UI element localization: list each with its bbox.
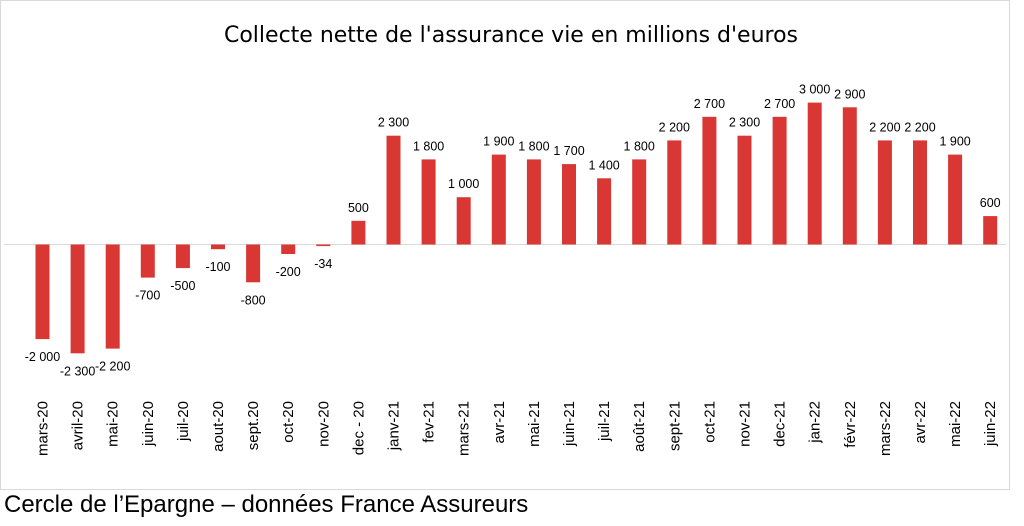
- x-tick-label-6: sept.20: [245, 401, 262, 450]
- data-label-19: 2 700: [694, 97, 725, 111]
- x-tick-label-24: mars-22: [877, 401, 894, 456]
- bar-21: [772, 116, 787, 245]
- data-label-10: 2 300: [378, 116, 409, 130]
- bar-12: [456, 197, 471, 245]
- bar-26: [948, 154, 963, 245]
- data-label-24: 2 200: [869, 120, 900, 134]
- data-label-26: 1 900: [939, 135, 970, 149]
- x-tick-label-8: nov-20: [315, 401, 332, 447]
- data-label-23: 2 900: [834, 87, 865, 101]
- bar-6: [246, 244, 261, 283]
- x-tick-label-17: août-21: [631, 401, 648, 452]
- bar-14: [526, 159, 541, 245]
- x-tick-label-11: fev-21: [421, 401, 438, 443]
- x-tick-label-10: janv-21: [386, 401, 403, 451]
- x-tick-label-21: dec-21: [772, 401, 789, 447]
- data-label-12: 1 000: [448, 177, 479, 191]
- source-note: Cercle de l’Epargne – données France Ass…: [4, 491, 529, 518]
- data-label-27: 600: [980, 196, 1001, 210]
- bar-4: [175, 244, 190, 269]
- bar-27: [983, 216, 998, 245]
- bar-13: [491, 154, 506, 245]
- bar-19: [702, 116, 717, 245]
- bar-17: [632, 159, 647, 245]
- bar-8: [316, 244, 331, 247]
- bar-5: [211, 244, 225, 250]
- x-tick-label-0: mars-20: [35, 401, 52, 456]
- bar-0: [35, 244, 50, 340]
- bar-1: [70, 244, 85, 354]
- bar-2: [105, 244, 120, 349]
- data-label-13: 1 900: [483, 135, 514, 149]
- data-label-9: 500: [348, 201, 369, 215]
- data-label-20: 2 300: [729, 116, 760, 130]
- x-tick-label-16: juil-21: [596, 401, 613, 442]
- bar-9: [351, 220, 366, 245]
- x-tick-label-15: juin-21: [561, 401, 578, 447]
- data-label-16: 1 400: [588, 158, 619, 172]
- x-tick-label-14: mai-21: [526, 401, 543, 447]
- data-label-5: -100: [205, 260, 230, 274]
- bar-24: [877, 140, 892, 245]
- x-tick-label-26: mai-22: [947, 401, 964, 447]
- data-label-0: -2 000: [25, 350, 60, 364]
- x-tick-label-19: oct-21: [701, 401, 718, 443]
- data-label-2: -2 200: [95, 360, 130, 374]
- x-tick-label-1: avril-20: [70, 401, 87, 450]
- bar-3: [140, 244, 155, 278]
- bar-18: [667, 140, 682, 245]
- data-label-22: 3 000: [799, 83, 830, 97]
- data-label-25: 2 200: [904, 120, 935, 134]
- bar-15: [562, 164, 576, 245]
- bar-23: [842, 107, 857, 245]
- x-tick-label-20: nov-21: [737, 401, 754, 447]
- x-tick-label-9: dec - 20: [350, 401, 367, 455]
- bar-chart: Collecte nette de l'assurance vie en mil…: [4, 23, 1006, 456]
- data-label-1: -2 300: [60, 364, 95, 378]
- data-label-15: 1 700: [553, 144, 584, 158]
- x-tick-labels-group: mars-20 avril-20 mai-20 juin-20 juil-20 aout-…: [35, 401, 1000, 456]
- x-tick-label-18: sept-21: [666, 401, 683, 451]
- data-label-8: -34: [314, 257, 332, 271]
- data-label-7: -200: [276, 265, 301, 279]
- x-tick-label-23: févr-22: [842, 401, 859, 448]
- bar-16: [597, 178, 612, 245]
- x-tick-label-22: jan-22: [807, 401, 824, 444]
- bar-10: [386, 135, 401, 245]
- x-tick-label-27: juin-22: [982, 401, 999, 447]
- x-tick-label-13: avr-21: [491, 401, 508, 444]
- data-label-11: 1 800: [413, 139, 444, 153]
- bar-22: [807, 102, 822, 245]
- bar-20: [737, 135, 752, 245]
- data-label-6: -800: [241, 293, 266, 307]
- data-label-3: -700: [135, 289, 160, 303]
- data-label-17: 1 800: [624, 139, 655, 153]
- x-tick-label-3: juin-20: [140, 401, 157, 447]
- x-tick-label-5: aout-20: [210, 401, 227, 452]
- x-tick-label-12: mars-21: [456, 401, 473, 456]
- bar-11: [421, 159, 436, 245]
- bars-group: [35, 102, 998, 354]
- data-labels-group: -2 000-2 300 -2 200 -700 -500 -100 -800 -200 -3…: [25, 83, 1001, 379]
- data-label-18: 2 200: [659, 120, 690, 134]
- bar-7: [281, 244, 296, 254]
- x-tick-label-7: oct-20: [280, 401, 297, 443]
- data-label-21: 2 700: [764, 97, 795, 111]
- bar-25: [913, 140, 927, 245]
- x-tick-label-4: juil-20: [175, 401, 192, 442]
- x-tick-label-25: avr-22: [912, 401, 929, 444]
- data-label-4: -500: [170, 279, 195, 293]
- data-label-14: 1 800: [518, 139, 549, 153]
- chart-title: Collecte nette de l'assurance vie en mil…: [224, 23, 798, 48]
- x-tick-label-2: mai-20: [105, 401, 122, 447]
